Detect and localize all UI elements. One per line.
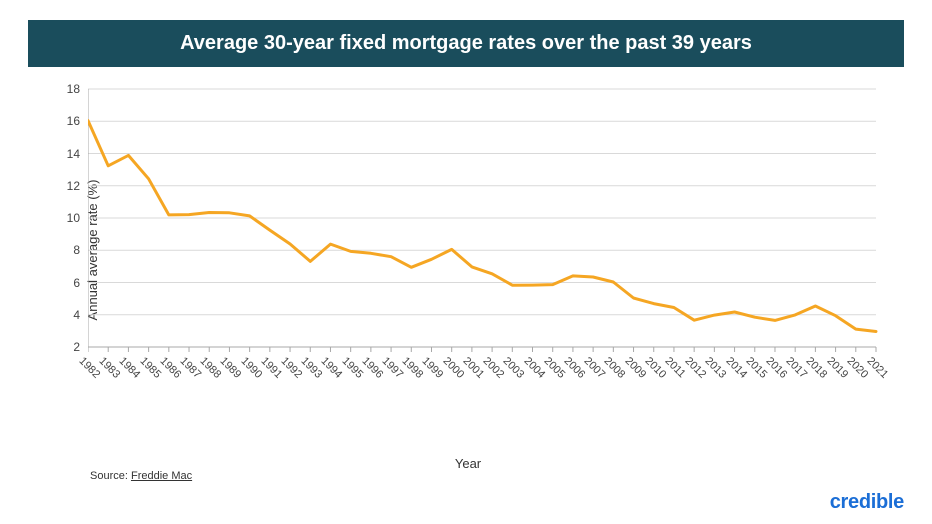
y-tick-label: 4 [56,308,80,322]
chart-frame: Average 30-year fixed mortgage rates ove… [0,0,932,524]
chart-area: Annual average rate (%) Year 24681012141… [38,85,898,415]
y-tick-label: 10 [56,211,80,225]
y-tick-label: 6 [56,276,80,290]
y-tick-label: 2 [56,340,80,354]
source-link[interactable]: Freddie Mac [131,470,192,482]
brand-logo: credible [830,491,904,514]
y-tick-label: 18 [56,82,80,96]
y-tick-label: 12 [56,179,80,193]
line-chart-svg [88,85,888,365]
y-tick-label: 14 [56,147,80,161]
x-axis-label: Year [455,456,481,471]
y-tick-label: 8 [56,243,80,257]
source-prefix: Source: [90,470,131,482]
y-tick-label: 16 [56,114,80,128]
chart-title: Average 30-year fixed mortgage rates ove… [28,20,904,67]
source-note: Source: Freddie Mac [90,470,192,482]
